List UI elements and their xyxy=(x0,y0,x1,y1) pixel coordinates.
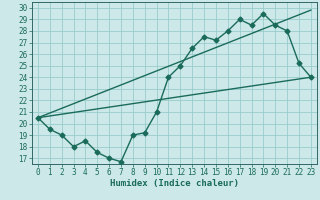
X-axis label: Humidex (Indice chaleur): Humidex (Indice chaleur) xyxy=(110,179,239,188)
